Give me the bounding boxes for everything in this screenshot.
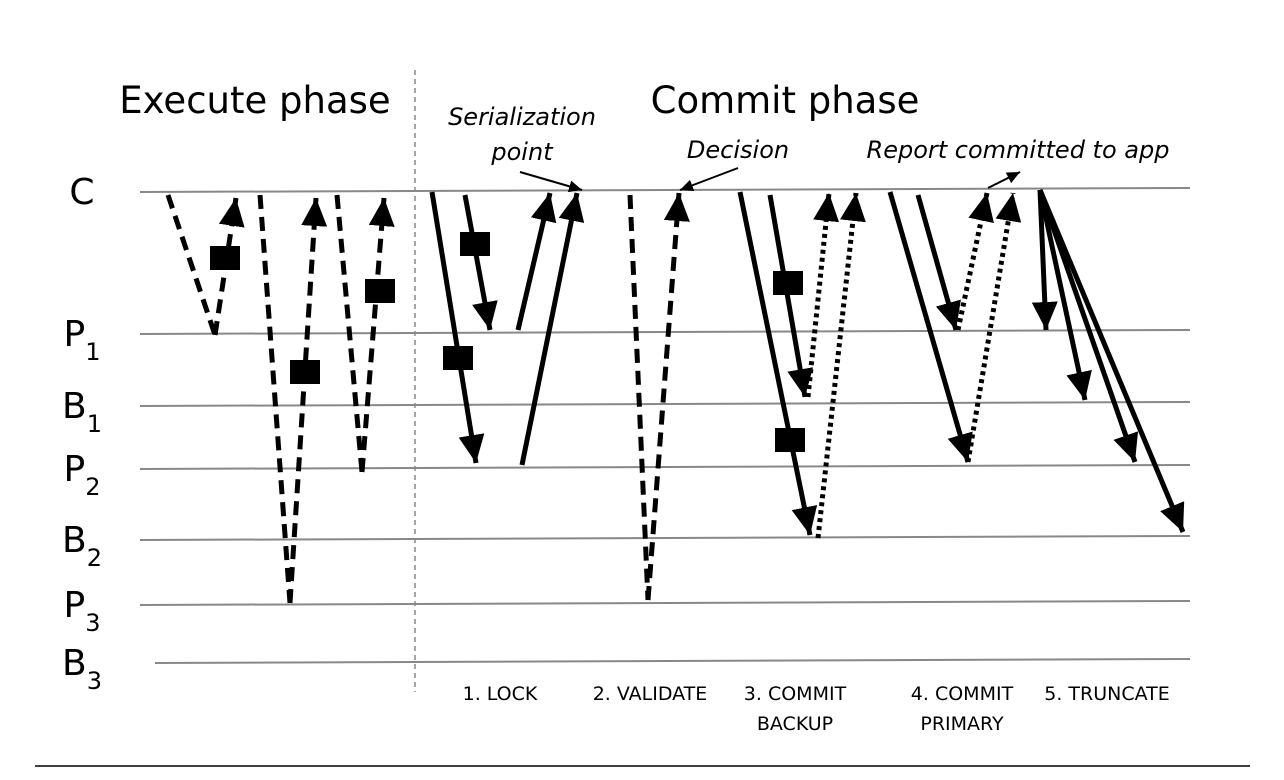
row-letter: P: [64, 314, 86, 355]
row-letter: B: [62, 643, 87, 684]
message-arrow: [645, 192, 690, 601]
message-arrow: [165, 194, 218, 336]
layout: [35, 70, 1250, 767]
annotation: Serialization: [448, 103, 596, 131]
message-arrow: [1037, 189, 1139, 463]
annotation-pointer: [679, 167, 739, 191]
row-label: B2: [62, 520, 102, 572]
row-label: C: [69, 172, 94, 213]
execute-title: Execute phase: [119, 79, 390, 122]
step-label: 2. VALIDATE: [593, 683, 708, 705]
row-label: P1: [64, 314, 101, 366]
row-subscript: 3: [85, 609, 100, 637]
timeline: [139, 464, 1191, 470]
lock-square: [775, 428, 805, 452]
step-label: 5. TRUNCATE: [1044, 683, 1170, 705]
step-label: 3. COMMIT: [744, 683, 847, 705]
timeline: [139, 187, 1191, 193]
commit-title: Commit phase: [651, 79, 920, 122]
row-letter: P: [64, 585, 86, 626]
row-letter: P: [64, 449, 86, 490]
message-arrow: [429, 191, 485, 464]
row-label: P2: [64, 449, 101, 501]
annotation: Report committed to app: [867, 136, 1170, 164]
timeline: [139, 535, 1191, 541]
message-arrow: [767, 194, 814, 398]
row-letter: B: [62, 386, 87, 427]
row-subscript: 2: [85, 473, 100, 501]
row-label: B3: [62, 643, 102, 695]
lock-square: [210, 246, 240, 270]
timeline: [154, 658, 1191, 664]
row-label: P3: [64, 585, 101, 637]
message-arrow: [287, 197, 328, 604]
message-arrow: [1037, 189, 1092, 401]
lock-square: [460, 232, 490, 256]
row-label: B1: [62, 386, 102, 438]
message-arrow: [359, 197, 395, 473]
annotation: Decision: [687, 136, 789, 164]
step-label: PRIMARY: [920, 713, 1004, 735]
row-subscript: 1: [87, 410, 102, 438]
message-arrow: [915, 194, 961, 331]
message-arrow: [515, 192, 557, 331]
message-arrow: [519, 192, 585, 466]
annotation-pointer: [519, 171, 583, 193]
message-arrow: [815, 192, 866, 539]
step-label: 1. LOCK: [463, 683, 538, 705]
message-arrow: [887, 191, 973, 463]
timeline: [139, 600, 1191, 606]
timeline: [139, 401, 1191, 407]
timeline: [139, 329, 1191, 335]
lock-square: [773, 271, 803, 295]
message-arrow: [1031, 189, 1058, 331]
message-arrow: [737, 191, 818, 536]
step-label: BACKUP: [757, 713, 833, 735]
message-arrow: [805, 192, 840, 398]
message-arrow: [334, 194, 365, 473]
lock-square: [290, 360, 320, 384]
lock-square: [365, 279, 395, 303]
message-arrow: [627, 194, 651, 601]
annotation: point: [490, 138, 554, 166]
lock-square: [443, 346, 473, 370]
message-arrow: [257, 194, 293, 604]
annotation-pointer: [987, 171, 1021, 189]
row-subscript: 2: [87, 544, 102, 572]
message-arrow: [1037, 189, 1186, 533]
step-label: 4. COMMIT: [911, 683, 1014, 705]
message-arrow: [955, 192, 994, 331]
row-subscript: 3: [87, 667, 102, 695]
row-subscript: 1: [85, 338, 100, 366]
row-letter: C: [69, 172, 94, 213]
row-letter: B: [62, 520, 87, 561]
message-arrow: [462, 194, 498, 331]
message-arrow: [965, 192, 1022, 463]
